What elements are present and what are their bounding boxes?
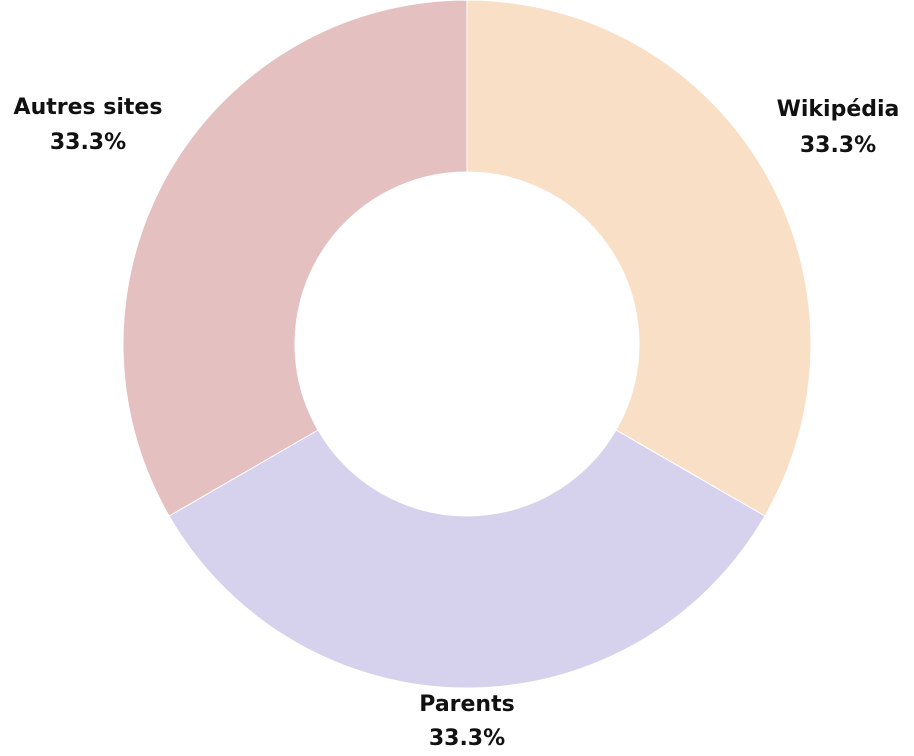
label-group: Wikipédia 33.3% Parents 33.3% Autres sites 33…: [14, 95, 900, 751]
slice-label-wikipedia: Wikipédia: [777, 97, 900, 122]
slice-group: [122, 0, 812, 689]
slice-label-autres-sites: Autres sites: [14, 95, 163, 120]
slice-wikipedia: [466, 0, 812, 517]
slice-autres-sites: [122, 0, 468, 517]
slice-value-parents: 33.3%: [429, 726, 505, 751]
slice-value-wikipedia: 33.3%: [800, 133, 876, 158]
slice-value-autres-sites: 33.3%: [50, 130, 126, 155]
slice-parents: [168, 429, 766, 689]
slice-label-parents: Parents: [419, 692, 514, 717]
